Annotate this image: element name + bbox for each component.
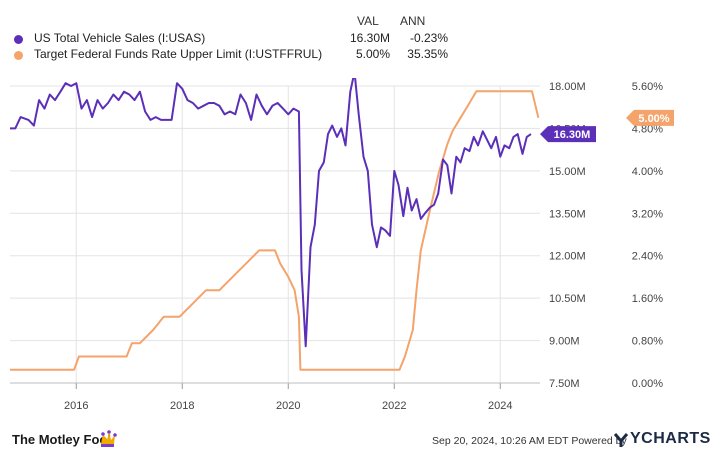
footer: The Motley Fool Sep 20, 2024, 10:26 AM E… — [0, 424, 720, 456]
legend-marker-fed-rate — [14, 51, 23, 60]
series-line-fed-rate — [10, 90, 540, 371]
y-right-tick-label: 4.00% — [632, 166, 663, 178]
y-left-tick-label: 12.00M — [549, 251, 586, 263]
gridlines — [10, 85, 540, 384]
y-left-tick-label: 18.00M — [549, 81, 586, 93]
end-label-fed-rate: 5.00% — [626, 109, 674, 126]
y-right-tick-label: 0.80% — [632, 336, 663, 348]
end-label-vehicle-sales: 16.30M — [540, 126, 596, 143]
legend-series-name: US Total Vehicle Sales (I:USAS) — [34, 31, 206, 45]
y-left-tick-label: 10.50M — [549, 293, 586, 305]
svg-text:16.30M: 16.30M — [554, 129, 591, 141]
x-tick-label: 2018 — [170, 400, 194, 412]
jester-cap-icon — [101, 430, 117, 447]
line-chart: 7.50M 0.00% 9.00M 0.80% 10.50M 1.60% 12.00M 2.4… — [10, 78, 674, 412]
ycharts-logo[interactable]: YCHARTS — [630, 430, 711, 447]
y-right-tick-label: 0.00% — [632, 378, 663, 390]
y-right-tick-label: 4.80% — [632, 123, 663, 135]
legend-series-name: Target Federal Funds Rate Upper Limit (I… — [34, 47, 323, 61]
y-left-tick-label: 13.50M — [549, 208, 586, 220]
y-right-tick-label: 3.20% — [632, 208, 663, 220]
timestamp-credit: Sep 20, 2024, 10:26 AM EDT Powered by — [432, 435, 627, 447]
legend-val-header: VAL — [357, 14, 379, 28]
ycharts-logo-icon — [614, 433, 628, 447]
motley-fool-logo[interactable]: The Motley Fool — [12, 432, 111, 447]
series-line-vehicle-sales — [10, 78, 532, 348]
x-tick-label: 2016 — [64, 400, 88, 412]
legend-series-value: 16.30M — [349, 31, 390, 45]
x-tick-label: 2024 — [488, 400, 512, 412]
series-lines — [10, 78, 540, 371]
y-right-tick-label: 1.60% — [632, 293, 663, 305]
y-left-tick-label: 7.50M — [549, 378, 580, 390]
legend: VAL ANN US Total Vehicle Sales (I:USAS) … — [0, 0, 720, 70]
x-tick-label: 2022 — [382, 400, 406, 412]
y-right-tick-label: 5.60% — [632, 81, 663, 93]
end-value-labels: 16.30M 5.00% — [540, 109, 674, 143]
y-left-tick-label: 15.00M — [549, 166, 586, 178]
legend-series-annual-change: 35.35% — [407, 47, 448, 61]
legend-marker-vehicle-sales — [14, 35, 23, 44]
legend-ann-header: ANN — [400, 14, 426, 28]
legend-series-value: 5.00% — [355, 47, 390, 61]
x-tick-label: 2020 — [276, 400, 300, 412]
y-right-tick-label: 2.40% — [632, 251, 663, 263]
svg-text:5.00%: 5.00% — [638, 113, 669, 125]
legend-series-annual-change: -0.23% — [409, 31, 448, 45]
y-left-tick-label: 9.00M — [549, 336, 580, 348]
